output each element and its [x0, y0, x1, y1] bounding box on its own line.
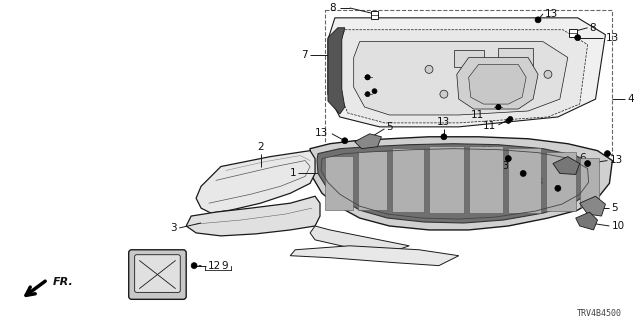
Polygon shape: [291, 246, 459, 266]
Text: 6: 6: [580, 153, 586, 163]
FancyBboxPatch shape: [134, 255, 180, 292]
Circle shape: [372, 89, 377, 94]
Polygon shape: [355, 134, 381, 149]
Polygon shape: [576, 212, 598, 230]
Bar: [454, 50, 484, 68]
Text: 2: 2: [257, 142, 264, 152]
Text: 11: 11: [326, 72, 340, 82]
Text: 11: 11: [326, 86, 340, 96]
Polygon shape: [196, 151, 315, 213]
Text: 8: 8: [589, 23, 596, 33]
Circle shape: [440, 90, 448, 98]
Bar: [371, 11, 378, 19]
Text: 5: 5: [611, 203, 618, 213]
Circle shape: [520, 171, 526, 176]
Polygon shape: [354, 42, 568, 115]
Circle shape: [584, 161, 591, 166]
Circle shape: [342, 138, 348, 144]
Text: 13: 13: [315, 128, 328, 138]
Circle shape: [365, 75, 370, 80]
Polygon shape: [328, 18, 605, 127]
Text: 13: 13: [437, 117, 451, 127]
Bar: [358, 151, 387, 210]
Circle shape: [484, 95, 492, 103]
Circle shape: [555, 185, 561, 191]
Circle shape: [496, 105, 501, 109]
Text: 13: 13: [605, 33, 619, 43]
Text: 5: 5: [387, 122, 393, 132]
Polygon shape: [468, 64, 526, 104]
Polygon shape: [186, 196, 320, 236]
Bar: [392, 148, 424, 212]
Circle shape: [604, 151, 611, 156]
Circle shape: [524, 90, 532, 98]
Bar: [468, 146, 503, 213]
Polygon shape: [317, 144, 598, 223]
Text: FR.: FR.: [52, 277, 73, 287]
Circle shape: [441, 134, 447, 140]
Circle shape: [506, 156, 511, 162]
Text: 12: 12: [208, 260, 221, 271]
Polygon shape: [457, 58, 538, 109]
Text: 10: 10: [611, 221, 625, 231]
Circle shape: [365, 75, 370, 80]
Circle shape: [535, 17, 541, 23]
Bar: [546, 152, 576, 211]
Circle shape: [365, 92, 370, 97]
Text: 13: 13: [609, 155, 623, 164]
Text: 9: 9: [221, 260, 227, 271]
Circle shape: [506, 118, 511, 124]
Bar: [569, 29, 577, 37]
Bar: [508, 148, 541, 213]
Text: 7: 7: [301, 50, 308, 60]
Polygon shape: [310, 226, 409, 253]
FancyBboxPatch shape: [129, 250, 186, 299]
Text: 13: 13: [481, 146, 495, 156]
Text: 8: 8: [329, 3, 336, 13]
Circle shape: [504, 63, 512, 71]
Polygon shape: [553, 156, 580, 174]
Bar: [325, 156, 353, 210]
Circle shape: [508, 116, 513, 121]
Text: 4: 4: [627, 94, 634, 104]
Text: 1: 1: [289, 168, 296, 179]
Text: TRV4B4500: TRV4B4500: [577, 309, 622, 318]
Polygon shape: [328, 28, 345, 114]
Bar: [499, 48, 533, 68]
Bar: [429, 146, 464, 213]
Polygon shape: [580, 196, 605, 216]
Circle shape: [575, 35, 580, 41]
Circle shape: [425, 65, 433, 73]
Circle shape: [496, 105, 501, 109]
Text: 13: 13: [497, 161, 510, 171]
Text: 13: 13: [531, 177, 544, 188]
Text: 11: 11: [471, 110, 484, 120]
Bar: [580, 157, 600, 207]
Text: 13: 13: [545, 9, 558, 19]
Text: 3: 3: [171, 223, 177, 233]
Circle shape: [191, 263, 197, 268]
Polygon shape: [338, 30, 588, 123]
Polygon shape: [310, 137, 612, 230]
Circle shape: [544, 70, 552, 78]
Circle shape: [465, 60, 472, 68]
Text: 11: 11: [483, 121, 497, 131]
